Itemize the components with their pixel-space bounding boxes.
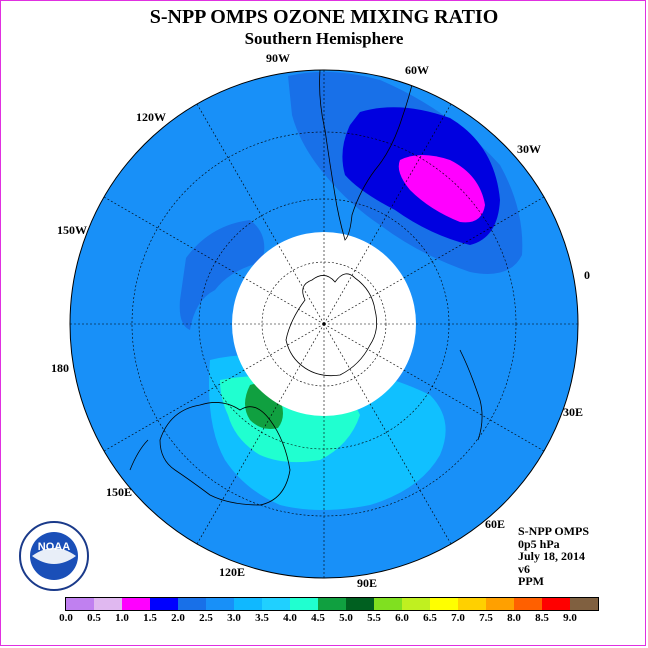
map-border bbox=[69, 69, 579, 579]
colorbar-tick-label: 6.0 bbox=[395, 612, 409, 624]
lon-label-60w: 60W bbox=[405, 63, 429, 77]
info-version: v6 bbox=[518, 561, 530, 576]
colorbar-swatch bbox=[486, 598, 514, 610]
lon-label-0: 0 bbox=[584, 268, 590, 282]
colorbar-swatch bbox=[150, 598, 178, 610]
map-title: S-NPP OMPS OZONE MIXING RATIO bbox=[149, 6, 499, 28]
colorbar-swatch bbox=[570, 598, 598, 610]
colorbar bbox=[65, 597, 599, 611]
colorbar-tick-label: 7.5 bbox=[479, 612, 493, 624]
colorbar-swatch bbox=[514, 598, 542, 610]
lon-label-30w: 30W bbox=[517, 142, 541, 156]
colorbar-tick-label: 2.0 bbox=[171, 612, 185, 624]
colorbar-swatch bbox=[290, 598, 318, 610]
colorbar-tick-label: 3.5 bbox=[255, 612, 269, 624]
contour-magenta bbox=[398, 155, 485, 223]
colorbar-tick-label: 4.0 bbox=[283, 612, 297, 624]
colorbar-swatch bbox=[234, 598, 262, 610]
new-zealand-coast bbox=[129, 439, 149, 471]
colorbar-swatch bbox=[318, 598, 346, 610]
colorbar-swatch bbox=[542, 598, 570, 610]
graticule bbox=[70, 70, 578, 578]
contour-low-west bbox=[179, 220, 265, 330]
colorbar-swatch bbox=[346, 598, 374, 610]
info-instrument: S-NPP OMPS bbox=[518, 524, 589, 538]
colorbar-tick-label: 6.5 bbox=[423, 612, 437, 624]
lon-label-150e: 150E bbox=[106, 485, 133, 499]
colorbar-tick-label: 9.0 bbox=[563, 612, 577, 624]
lon-label-30e: 30E bbox=[563, 405, 584, 419]
noaa-logo: NOAA bbox=[19, 521, 89, 591]
colorbar-swatch bbox=[122, 598, 150, 610]
info-block: S-NPP OMPS 0p5 hPa July 18, 2014 v6 PPM bbox=[518, 525, 589, 588]
colorbar-tick-label: 5.5 bbox=[367, 612, 381, 624]
colorbar-tick-label: 4.5 bbox=[311, 612, 325, 624]
south-america-coast bbox=[319, 70, 416, 241]
australia-coast bbox=[159, 402, 291, 506]
colorbar-tick-label: 1.5 bbox=[143, 612, 157, 624]
colorbar-swatch bbox=[430, 598, 458, 610]
lon-label-150w: 150W bbox=[57, 223, 87, 237]
colorbar-swatch bbox=[66, 598, 94, 610]
info-date: July 18, 2014 bbox=[518, 549, 586, 563]
lon-label-120e: 120E bbox=[219, 565, 246, 579]
info-level: 0p5 hPa bbox=[518, 536, 560, 551]
pole-marker bbox=[322, 322, 326, 326]
colorbar-tick-label: 2.5 bbox=[199, 612, 213, 624]
lon-label-60e: 60E bbox=[485, 517, 506, 531]
colorbar-swatch bbox=[402, 598, 430, 610]
colorbar-ticks: 0.0 0.5 1.0 1.5 2.0 2.5 3.0 3.5 4.0 4.5 5.0 5.5 6.0 6… bbox=[0, 612, 648, 628]
colorbar-swatch bbox=[374, 598, 402, 610]
colorbar-swatch bbox=[206, 598, 234, 610]
lon-label-90e: 90E bbox=[357, 576, 378, 590]
colorbar-tick-label: 0.0 bbox=[59, 612, 73, 624]
colorbar-tick-label: 0.5 bbox=[87, 612, 101, 624]
colorbar-swatch bbox=[262, 598, 290, 610]
lon-label-120w: 120W bbox=[136, 110, 166, 124]
lon-label-180: 180 bbox=[51, 361, 69, 375]
colorbar-tick-label: 3.0 bbox=[227, 612, 241, 624]
noaa-logo-text: NOAA bbox=[38, 541, 70, 553]
colorbar-swatch bbox=[94, 598, 122, 610]
colorbar-swatch bbox=[458, 598, 486, 610]
map-subtitle: Southern Hemisphere bbox=[244, 29, 404, 48]
madagascar-coast bbox=[459, 349, 483, 441]
colorbar-tick-label: 8.0 bbox=[507, 612, 521, 624]
colorbar-swatch bbox=[178, 598, 206, 610]
info-units: PPM bbox=[518, 574, 544, 588]
colorbar-tick-label: 1.0 bbox=[115, 612, 129, 624]
lon-label-90w: 90W bbox=[266, 51, 290, 65]
colorbar-tick-label: 7.0 bbox=[451, 612, 465, 624]
colorbar-tick-label: 8.5 bbox=[535, 612, 549, 624]
colorbar-tick-label: 5.0 bbox=[339, 612, 353, 624]
